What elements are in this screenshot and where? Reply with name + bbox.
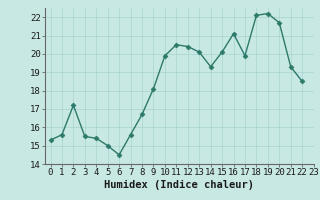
X-axis label: Humidex (Indice chaleur): Humidex (Indice chaleur) bbox=[104, 180, 254, 190]
